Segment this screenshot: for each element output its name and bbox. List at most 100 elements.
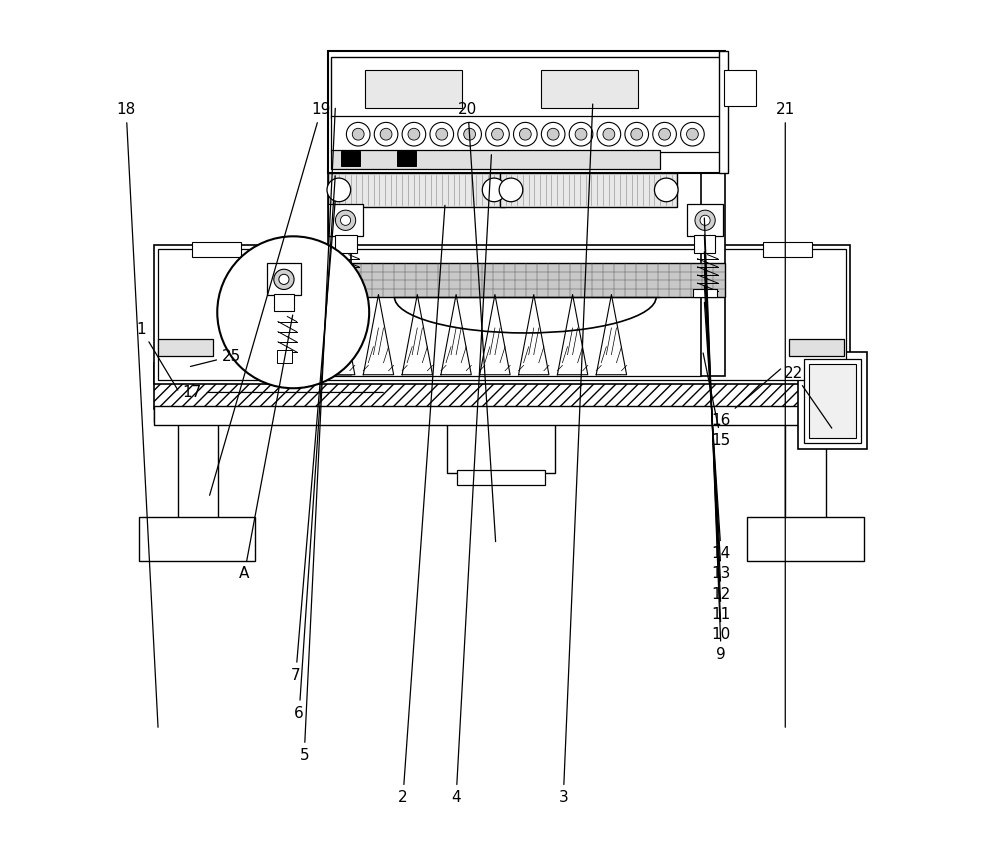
Polygon shape xyxy=(402,295,432,375)
Bar xyxy=(701,169,725,376)
Bar xyxy=(158,339,213,356)
Bar xyxy=(719,51,728,173)
Text: 4: 4 xyxy=(451,154,491,805)
Circle shape xyxy=(547,128,559,140)
Bar xyxy=(328,173,505,207)
Bar xyxy=(809,364,856,438)
Circle shape xyxy=(541,122,565,146)
Polygon shape xyxy=(441,295,471,375)
Bar xyxy=(693,289,717,297)
Polygon shape xyxy=(480,295,510,375)
Bar xyxy=(154,363,850,409)
Bar xyxy=(192,242,241,257)
Circle shape xyxy=(327,178,351,202)
Circle shape xyxy=(695,210,715,230)
Circle shape xyxy=(408,128,420,140)
Bar xyxy=(267,263,301,295)
Bar xyxy=(328,204,363,236)
Circle shape xyxy=(352,128,364,140)
Circle shape xyxy=(519,128,531,140)
Circle shape xyxy=(569,122,593,146)
Text: 10: 10 xyxy=(704,235,731,642)
Circle shape xyxy=(625,122,649,146)
Bar xyxy=(302,267,701,376)
Circle shape xyxy=(279,274,289,284)
Bar xyxy=(447,407,555,473)
Bar xyxy=(763,242,812,257)
Circle shape xyxy=(514,122,537,146)
Bar xyxy=(178,419,218,519)
Bar xyxy=(789,339,844,356)
Circle shape xyxy=(486,122,509,146)
Bar xyxy=(785,419,826,519)
Bar xyxy=(500,173,677,207)
Polygon shape xyxy=(363,295,394,375)
Circle shape xyxy=(492,128,503,140)
Text: 17: 17 xyxy=(182,385,383,400)
Text: 22: 22 xyxy=(784,365,832,428)
Circle shape xyxy=(458,122,481,146)
Circle shape xyxy=(700,215,710,225)
Circle shape xyxy=(597,122,621,146)
Circle shape xyxy=(464,128,476,140)
Polygon shape xyxy=(557,295,588,375)
Bar xyxy=(331,57,721,118)
Polygon shape xyxy=(324,295,355,375)
Text: 5: 5 xyxy=(299,108,335,763)
Bar xyxy=(341,151,360,166)
Circle shape xyxy=(217,236,369,388)
Bar xyxy=(331,150,660,169)
Circle shape xyxy=(335,210,356,230)
Circle shape xyxy=(499,178,523,202)
Bar xyxy=(335,235,357,253)
Text: 2: 2 xyxy=(398,205,445,805)
Circle shape xyxy=(436,128,448,140)
Text: 9: 9 xyxy=(704,218,726,662)
Circle shape xyxy=(681,122,704,146)
Bar xyxy=(154,406,850,425)
Text: 14: 14 xyxy=(704,302,731,561)
Bar xyxy=(541,70,638,108)
Bar xyxy=(139,517,255,561)
Text: 21: 21 xyxy=(776,102,795,728)
Text: 19: 19 xyxy=(210,102,331,495)
Bar xyxy=(804,359,861,443)
Text: 6: 6 xyxy=(294,176,335,721)
Bar xyxy=(397,151,416,166)
Text: 1: 1 xyxy=(136,322,178,390)
Circle shape xyxy=(380,128,392,140)
Bar xyxy=(328,263,725,297)
Circle shape xyxy=(654,178,678,202)
Bar xyxy=(335,289,358,297)
Circle shape xyxy=(274,269,294,289)
Bar xyxy=(724,70,756,106)
Bar xyxy=(798,352,867,449)
Text: 18: 18 xyxy=(116,102,158,728)
Text: 20: 20 xyxy=(458,102,496,542)
Text: 7: 7 xyxy=(291,201,335,683)
Bar xyxy=(328,169,351,376)
Circle shape xyxy=(346,122,370,146)
Text: 11: 11 xyxy=(704,252,731,622)
Text: 16: 16 xyxy=(711,369,781,428)
Polygon shape xyxy=(519,295,549,375)
Text: 13: 13 xyxy=(704,285,731,582)
Bar xyxy=(154,407,850,422)
Circle shape xyxy=(659,128,670,140)
Bar xyxy=(274,294,294,311)
Text: 15: 15 xyxy=(703,353,731,448)
Bar xyxy=(694,235,715,253)
Bar xyxy=(687,204,723,236)
Circle shape xyxy=(575,128,587,140)
Text: 12: 12 xyxy=(704,268,731,602)
Bar xyxy=(365,70,462,108)
Bar xyxy=(277,350,292,363)
Bar xyxy=(154,245,850,384)
Text: 25: 25 xyxy=(190,349,241,366)
Circle shape xyxy=(603,128,615,140)
Bar xyxy=(747,517,864,561)
Bar xyxy=(457,470,545,485)
Circle shape xyxy=(430,122,454,146)
Circle shape xyxy=(631,128,643,140)
Circle shape xyxy=(374,122,398,146)
